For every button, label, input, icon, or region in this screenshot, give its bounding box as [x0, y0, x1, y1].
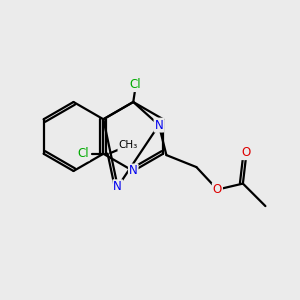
- Text: Cl: Cl: [77, 147, 89, 160]
- Text: O: O: [213, 183, 222, 196]
- Text: N: N: [154, 118, 163, 132]
- Text: Cl: Cl: [129, 78, 141, 91]
- Text: CH₃: CH₃: [118, 140, 138, 151]
- Text: O: O: [241, 146, 250, 159]
- Text: N: N: [129, 164, 138, 178]
- Text: N: N: [113, 180, 122, 193]
